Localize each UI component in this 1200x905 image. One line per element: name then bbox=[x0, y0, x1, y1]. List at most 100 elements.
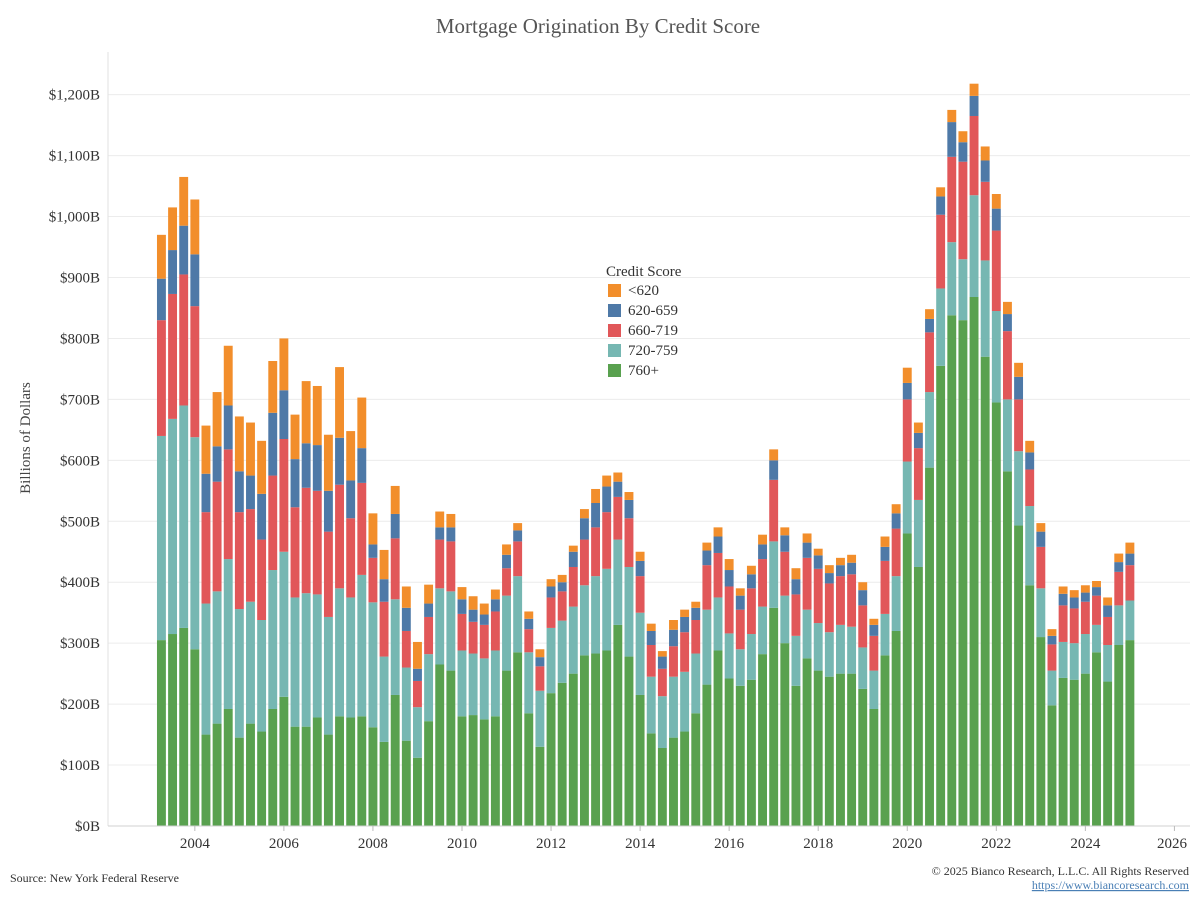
bar-segment bbox=[1036, 531, 1046, 547]
bar-segment bbox=[902, 367, 912, 383]
bar-segment bbox=[1036, 637, 1046, 826]
bar-segment bbox=[446, 513, 456, 528]
bar-segment bbox=[691, 601, 701, 608]
bar-segment bbox=[902, 382, 912, 400]
bar-segment bbox=[390, 694, 400, 826]
bar-segment bbox=[301, 381, 311, 444]
bar-segment bbox=[524, 629, 534, 653]
bar-segment bbox=[824, 573, 834, 584]
bar-segment bbox=[457, 587, 467, 600]
bar-segment bbox=[368, 513, 378, 545]
x-tick-label: 2026 bbox=[1157, 836, 1188, 852]
bar-segment bbox=[1080, 673, 1090, 826]
bar-segment bbox=[335, 716, 344, 826]
legend-title: Credit Score bbox=[606, 264, 682, 280]
x-tick-label: 2024 bbox=[1070, 836, 1101, 852]
bar-segment bbox=[424, 616, 434, 655]
bar-segment bbox=[1114, 644, 1124, 826]
bar-segment bbox=[379, 579, 389, 602]
bar-segment bbox=[1103, 644, 1113, 682]
bar-segment bbox=[156, 320, 166, 436]
bar-segment bbox=[268, 475, 278, 571]
bar-segment bbox=[1047, 629, 1057, 636]
bar-segment bbox=[323, 434, 333, 491]
y-tick-label: $1,000B bbox=[49, 210, 100, 226]
bar-segment bbox=[602, 475, 612, 487]
bar-segment bbox=[1002, 314, 1012, 332]
bar-segment bbox=[802, 609, 812, 659]
bar-segment bbox=[468, 621, 478, 654]
bar-segment bbox=[680, 671, 690, 732]
bar-segment bbox=[168, 250, 178, 294]
bar-segment bbox=[991, 208, 1001, 231]
y-tick-label: $1,200B bbox=[49, 88, 100, 104]
bar-segment bbox=[969, 83, 979, 96]
bar-segment bbox=[379, 656, 389, 742]
bar-segment bbox=[947, 122, 957, 157]
bar-segment bbox=[557, 582, 567, 592]
bar-segment bbox=[713, 552, 723, 598]
bar-segment bbox=[635, 576, 645, 613]
bar-segment bbox=[424, 584, 434, 604]
bar-segment bbox=[1002, 471, 1012, 826]
bar-segment bbox=[936, 196, 946, 215]
legend-swatch bbox=[608, 324, 621, 337]
bar-segment bbox=[168, 634, 178, 826]
bar-segment bbox=[635, 551, 645, 561]
bar-segment bbox=[1103, 597, 1113, 606]
bar-segment bbox=[724, 559, 734, 571]
bar-segment bbox=[802, 542, 812, 558]
bar-segment bbox=[290, 507, 300, 598]
bar-segment bbox=[401, 630, 411, 668]
bar-segment bbox=[579, 539, 589, 586]
bar-segment bbox=[780, 595, 790, 644]
bar-segment bbox=[780, 527, 790, 536]
bar-segment bbox=[502, 595, 511, 671]
bar-segment bbox=[190, 306, 200, 438]
x-tick-label: 2008 bbox=[358, 836, 388, 852]
bar-segment bbox=[468, 653, 478, 716]
bar-segment bbox=[435, 511, 445, 528]
bar-segment bbox=[858, 647, 868, 689]
bar-segment bbox=[891, 630, 901, 826]
source-note: Source: New York Federal Reserve bbox=[10, 871, 179, 885]
bar-segment bbox=[201, 603, 211, 735]
bar-segment bbox=[680, 609, 690, 617]
bar-segment bbox=[980, 146, 990, 161]
bar-segment bbox=[1125, 640, 1135, 826]
bar-segment bbox=[490, 650, 500, 717]
bar-segment bbox=[969, 296, 979, 826]
bar-segment bbox=[1014, 362, 1024, 377]
bar-segment bbox=[791, 635, 801, 686]
bar-segment bbox=[357, 397, 367, 449]
bar-segment bbox=[958, 320, 968, 826]
bar-segment bbox=[246, 422, 255, 476]
bar-segment bbox=[468, 596, 478, 610]
bar-segment bbox=[791, 685, 801, 826]
bar-segment bbox=[1025, 506, 1035, 586]
bar-segment bbox=[646, 630, 656, 645]
bar-segment bbox=[758, 606, 767, 655]
bar-segment bbox=[936, 214, 946, 289]
legend-swatch bbox=[608, 284, 621, 297]
bar-segment bbox=[457, 716, 467, 826]
bar-segment bbox=[591, 576, 601, 654]
bar-segment bbox=[836, 565, 845, 577]
bar-segment bbox=[702, 609, 712, 685]
bar-segment bbox=[1080, 601, 1090, 635]
bar-segment bbox=[624, 492, 634, 500]
bar-segment bbox=[769, 607, 779, 826]
bar-segment bbox=[535, 690, 545, 747]
bar-segment bbox=[268, 360, 278, 413]
y-tick-label: $0B bbox=[75, 819, 100, 835]
bar-segment bbox=[346, 597, 356, 718]
website-link[interactable]: https://www.biancoresearch.com bbox=[1032, 878, 1190, 892]
bar-segment bbox=[735, 609, 745, 650]
bar-segment bbox=[346, 480, 356, 519]
bar-segment bbox=[847, 562, 857, 575]
bar-segment bbox=[657, 668, 667, 697]
bar-segment bbox=[691, 620, 701, 654]
bar-segment bbox=[680, 731, 690, 826]
bar-segment bbox=[824, 565, 834, 574]
bar-segment bbox=[947, 315, 957, 826]
